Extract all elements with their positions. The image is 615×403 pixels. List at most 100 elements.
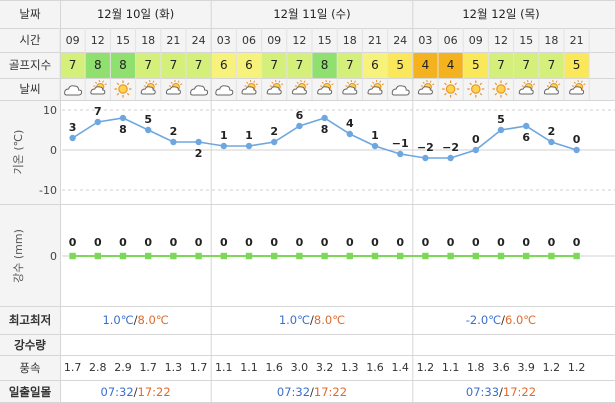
summary-background: [60, 306, 615, 403]
golf-index-cell-bg: [85, 52, 111, 78]
temperature-point: [195, 138, 202, 146]
day-header: 12월 11일 (수): [273, 7, 351, 21]
golf-index-cell-bg: [337, 52, 363, 78]
precipitation-point: [94, 252, 101, 260]
precipitation-value-label: 0: [522, 236, 530, 249]
precipitation-value-label: 0: [220, 236, 228, 249]
sun-icon: [114, 80, 132, 98]
min-temp: -2.0℃: [465, 313, 502, 327]
temperature-value-label: 6: [522, 131, 530, 144]
golf-index-cell-bg: [463, 52, 489, 78]
wind-speed-value: 1.1: [240, 361, 258, 374]
hour-cell: 24: [393, 33, 408, 47]
golf-index-cell-bg: [513, 52, 539, 78]
hour-cell: 09: [65, 33, 80, 47]
max-temp: 8.0℃: [313, 313, 346, 327]
sun-cloud-icon: [241, 80, 258, 95]
temperature-value-label: 5: [497, 113, 505, 126]
temp-tick-label: 10: [43, 104, 57, 117]
min-max-label: 최고최저: [8, 313, 52, 327]
wind-speed-value: 3.0: [290, 361, 309, 374]
temperature-value-label: 1: [245, 129, 253, 142]
golf-index-value: 7: [522, 58, 530, 72]
cloudy-icon: [190, 85, 209, 96]
precipitation-point: [497, 252, 505, 260]
sun-cloud-icon: [266, 80, 284, 95]
precipitation-value-label: 0: [472, 236, 480, 249]
hour-cell: 24: [191, 33, 206, 47]
precipitation-point: [195, 252, 202, 260]
golf-index-cell-bg: [160, 52, 186, 78]
hour-cell: 06: [443, 33, 458, 47]
precipitation-point: [397, 252, 404, 260]
hour-cell: 15: [115, 33, 130, 47]
sunset-time: 17:22: [313, 384, 348, 399]
precipitation-value-label: 0: [497, 236, 505, 249]
golf-index-cell-bg: [211, 52, 237, 78]
sunrise-time: 07:32: [100, 384, 134, 399]
sun-icon: [467, 80, 485, 98]
hour-cell: 18: [544, 33, 559, 47]
temperature-value-label: 2: [270, 125, 278, 138]
wind-speed-value: 1.2: [567, 361, 586, 374]
golf-index-label: 골프지수: [8, 58, 52, 72]
sunset-time: 17:22: [137, 384, 171, 399]
day-header: 12월 10일 (화): [96, 7, 175, 21]
sunrise-time: 07:32: [276, 384, 311, 399]
temperature-point: [397, 150, 404, 158]
separator: /: [501, 313, 505, 327]
temperature-point: [346, 130, 353, 138]
precipitation-value-label: 0: [245, 236, 253, 249]
golf-index-cell-bg: [236, 52, 262, 78]
precipitation-point: [548, 252, 555, 260]
hour-cell: 09: [267, 33, 282, 47]
precipitation-value-label: 0: [69, 236, 77, 249]
wind-speed-value: 1.7: [139, 361, 157, 374]
precipitation-point: [220, 252, 227, 260]
day-sunrise-sunset: 07:33/17:22: [413, 380, 589, 403]
precipitation-point: [472, 252, 479, 260]
precipitation-point: [170, 252, 177, 260]
sun-cloud-icon: [90, 80, 107, 95]
golf-index-value: 4: [421, 58, 430, 72]
min-temp: 1.0℃: [278, 313, 311, 327]
temperature-point: [145, 126, 152, 134]
temperature-value-label: 1: [371, 129, 379, 142]
sun-cloud-icon: [165, 80, 183, 95]
wind-speed-value: 1.1: [441, 361, 460, 374]
label-column-background: [0, 0, 60, 403]
sun-cloud-icon: [342, 80, 359, 95]
temp-tick-label: -10: [39, 184, 57, 197]
temperature-point: [447, 154, 454, 162]
precipitation-point: [245, 252, 253, 260]
wind-speed-value: 1.3: [164, 361, 183, 374]
precipitation-value-label: 0: [321, 236, 329, 249]
max-temp: 6.0℃: [505, 313, 537, 327]
temperature-value-label: 3: [69, 121, 77, 134]
day-min-max: -2.0℃/6.0℃: [413, 306, 589, 334]
hour-cell: 18: [141, 33, 156, 47]
cloudy-icon: [391, 85, 410, 96]
temp-tick-label: 0: [50, 144, 57, 157]
temperature-point: [220, 142, 227, 150]
precipitation-point: [523, 252, 530, 260]
golf-index-value: 6: [219, 58, 228, 72]
precipitation-value-label: 0: [548, 236, 556, 249]
temperature-point: [371, 142, 379, 150]
temperature-point: [170, 138, 177, 146]
wind-speed-value: 3.2: [315, 361, 334, 374]
rain-amount-label: 강수량: [14, 337, 46, 352]
hour-cell: 03: [216, 33, 231, 47]
separator: /: [133, 384, 138, 399]
separator: /: [133, 313, 138, 327]
golf-index-value: 7: [144, 58, 152, 72]
wind-speed-value: 1.6: [265, 361, 283, 374]
chart-area-background: [60, 100, 615, 306]
sun-cloud-icon: [317, 80, 334, 95]
precipitation-value-label: 0: [371, 236, 379, 249]
precipitation-point: [371, 252, 379, 260]
wind-speed-value: 1.2: [542, 361, 561, 374]
sun-cloud-icon: [140, 80, 158, 95]
